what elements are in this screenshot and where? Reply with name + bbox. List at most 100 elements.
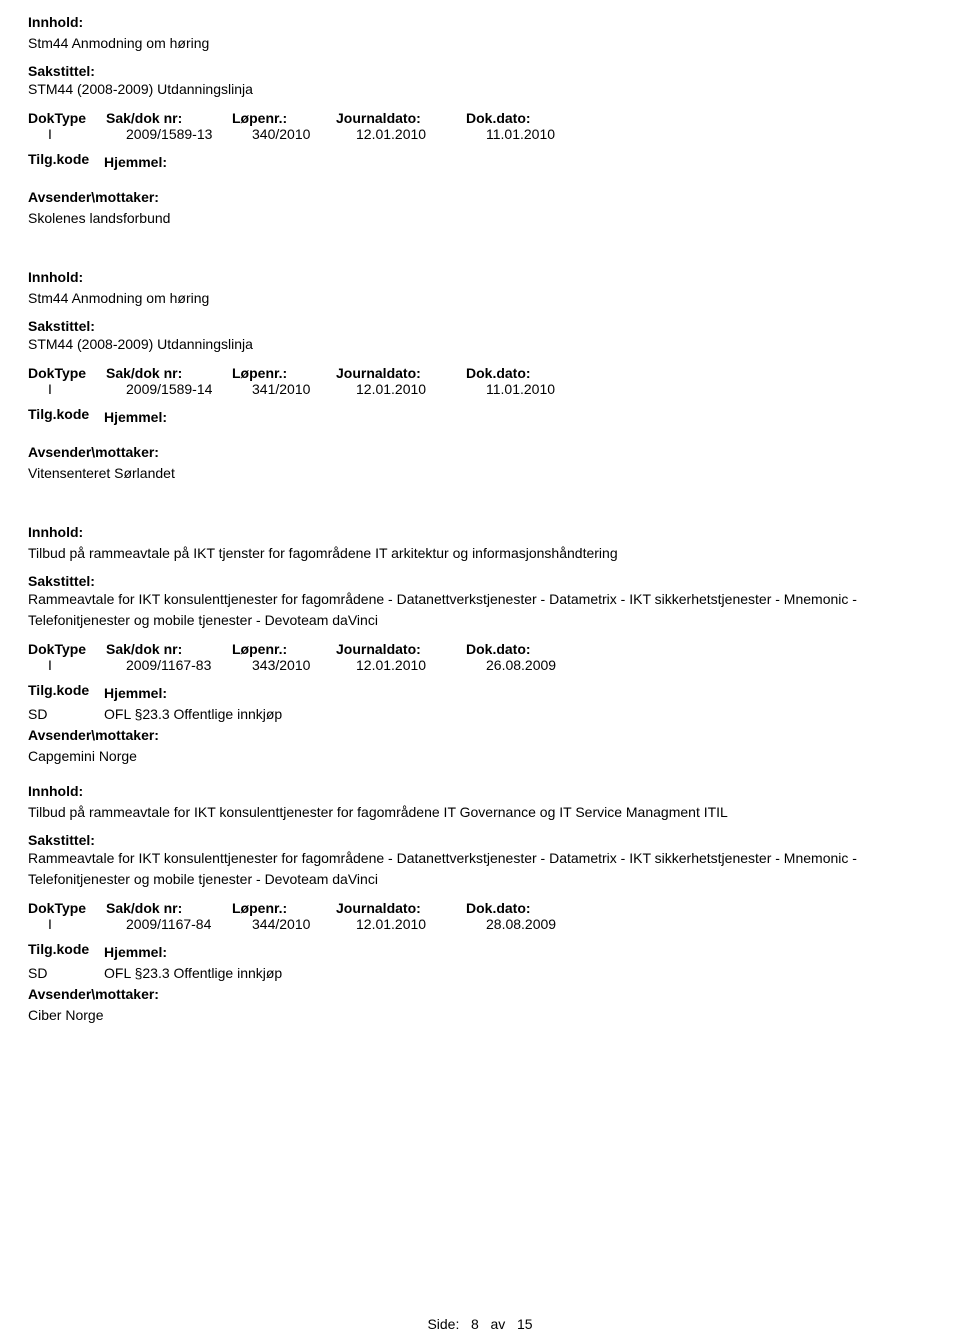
value-row: I 2009/1167-83 343/2010 12.01.2010 26.08…: [28, 657, 932, 673]
journal-record: Innhold: Stm44 Anmodning om høring Sakst…: [28, 12, 932, 229]
lopenr-value: 341/2010: [252, 381, 356, 397]
saknr-header: Sak/dok nr:: [106, 641, 232, 657]
saknr-header: Sak/dok nr:: [106, 365, 232, 381]
journaldato-value: 12.01.2010: [356, 657, 486, 673]
dokdato-header: Dok.dato:: [466, 900, 586, 916]
sakstittel-label: Sakstittel:: [28, 833, 932, 848]
lopenr-value: 343/2010: [252, 657, 356, 673]
dokdato-value: 11.01.2010: [486, 126, 606, 142]
innhold-label: Innhold:: [28, 12, 932, 33]
journal-record: Innhold: Tilbud på rammeavtale på IKT tj…: [28, 512, 932, 767]
doktype-header: DokType: [28, 641, 106, 657]
lopenr-value: 340/2010: [252, 126, 356, 142]
innhold-value: Stm44 Anmodning om høring: [28, 33, 932, 54]
hjemmel-label: Hjemmel:: [104, 942, 167, 963]
footer-page: 8: [471, 1316, 479, 1332]
dokdato-header: Dok.dato:: [466, 641, 586, 657]
journaldato-header: Journaldato:: [336, 900, 466, 916]
journaldato-header: Journaldato:: [336, 641, 466, 657]
saknr-header: Sak/dok nr:: [106, 110, 232, 126]
header-row: DokType Sak/dok nr: Løpenr.: Journaldato…: [28, 641, 932, 657]
journal-record: Innhold: Tilbud på rammeavtale for IKT k…: [28, 781, 932, 1026]
tilgkode-row: Tilg.kode Hjemmel:: [28, 942, 932, 963]
saknr-value: 2009/1589-13: [126, 126, 252, 142]
tilgkode-label: Tilg.kode: [28, 407, 104, 422]
lopenr-value: 344/2010: [252, 916, 356, 932]
tilgkode-row: Tilg.kode Hjemmel:: [28, 152, 932, 173]
dokdato-header: Dok.dato:: [466, 110, 586, 126]
avsender-value: Vitensenteret Sørlandet: [28, 463, 932, 484]
doktype-value: I: [28, 916, 126, 932]
footer-total: 15: [517, 1316, 533, 1332]
innhold-value: Tilbud på rammeavtale for IKT konsulentt…: [28, 802, 932, 823]
value-row: I 2009/1589-14 341/2010 12.01.2010 11.01…: [28, 381, 932, 397]
journaldato-header: Journaldato:: [336, 365, 466, 381]
lopenr-header: Løpenr.:: [232, 365, 336, 381]
header-row: DokType Sak/dok nr: Løpenr.: Journaldato…: [28, 365, 932, 381]
innhold-label: Innhold:: [28, 781, 932, 802]
dokdato-value: 11.01.2010: [486, 381, 606, 397]
footer-prefix: Side:: [427, 1316, 459, 1332]
sakstittel-value: Rammeavtale for IKT konsulenttjenester f…: [28, 589, 932, 631]
value-row: I 2009/1589-13 340/2010 12.01.2010 11.01…: [28, 126, 932, 142]
dokdato-header: Dok.dato:: [466, 365, 586, 381]
hjemmel-value: OFL §23.3 Offentlige innkjøp: [104, 704, 282, 725]
innhold-label: Innhold:: [28, 267, 932, 288]
lopenr-header: Løpenr.:: [232, 110, 336, 126]
saknr-header: Sak/dok nr:: [106, 900, 232, 916]
avsender-value: Capgemini Norge: [28, 746, 932, 767]
tilgkode-value-row: SD OFL §23.3 Offentlige innkjøp: [28, 704, 932, 725]
avsender-label: Avsender\mottaker:: [28, 187, 932, 208]
hjemmel-label: Hjemmel:: [104, 683, 167, 704]
hjemmel-label: Hjemmel:: [104, 152, 167, 173]
sakstittel-label: Sakstittel:: [28, 319, 932, 334]
header-row: DokType Sak/dok nr: Løpenr.: Journaldato…: [28, 900, 932, 916]
sakstittel-value: STM44 (2008-2009) Utdanningslinja: [28, 79, 932, 100]
journaldato-value: 12.01.2010: [356, 126, 486, 142]
avsender-value: Skolenes landsforbund: [28, 208, 932, 229]
tilgkode-row: Tilg.kode Hjemmel:: [28, 407, 932, 428]
journaldato-header: Journaldato:: [336, 110, 466, 126]
saknr-value: 2009/1167-83: [126, 657, 252, 673]
lopenr-header: Løpenr.:: [232, 641, 336, 657]
lopenr-header: Løpenr.:: [232, 900, 336, 916]
tilgkode-label: Tilg.kode: [28, 942, 104, 957]
journaldato-value: 12.01.2010: [356, 916, 486, 932]
footer-sep: av: [491, 1316, 506, 1332]
tilgkode-value: SD: [28, 704, 104, 725]
hjemmel-label: Hjemmel:: [104, 407, 167, 428]
tilgkode-value: SD: [28, 963, 104, 984]
tilgkode-label: Tilg.kode: [28, 152, 104, 167]
header-row: DokType Sak/dok nr: Løpenr.: Journaldato…: [28, 110, 932, 126]
innhold-label: Innhold:: [28, 522, 932, 543]
avsender-label: Avsender\mottaker:: [28, 442, 932, 463]
doktype-value: I: [28, 126, 126, 142]
innhold-value: Stm44 Anmodning om høring: [28, 288, 932, 309]
saknr-value: 2009/1167-84: [126, 916, 252, 932]
tilgkode-value-row: SD OFL §23.3 Offentlige innkjøp: [28, 963, 932, 984]
doktype-header: DokType: [28, 110, 106, 126]
dokdato-value: 28.08.2009: [486, 916, 606, 932]
value-row: I 2009/1167-84 344/2010 12.01.2010 28.08…: [28, 916, 932, 932]
journaldato-value: 12.01.2010: [356, 381, 486, 397]
page-footer: Side: 8 av 15: [0, 1316, 960, 1332]
sakstittel-label: Sakstittel:: [28, 64, 932, 79]
sakstittel-value: STM44 (2008-2009) Utdanningslinja: [28, 334, 932, 355]
saknr-value: 2009/1589-14: [126, 381, 252, 397]
sakstittel-label: Sakstittel:: [28, 574, 932, 589]
tilgkode-label: Tilg.kode: [28, 683, 104, 698]
doktype-header: DokType: [28, 365, 106, 381]
doktype-header: DokType: [28, 900, 106, 916]
tilgkode-row: Tilg.kode Hjemmel:: [28, 683, 932, 704]
hjemmel-value: OFL §23.3 Offentlige innkjøp: [104, 963, 282, 984]
dokdato-value: 26.08.2009: [486, 657, 606, 673]
innhold-value: Tilbud på rammeavtale på IKT tjenster fo…: [28, 543, 932, 564]
journal-record: Innhold: Stm44 Anmodning om høring Sakst…: [28, 257, 932, 484]
avsender-value: Ciber Norge: [28, 1005, 932, 1026]
avsender-label: Avsender\mottaker:: [28, 984, 932, 1005]
avsender-label: Avsender\mottaker:: [28, 725, 932, 746]
doktype-value: I: [28, 381, 126, 397]
doktype-value: I: [28, 657, 126, 673]
page: Innhold: Stm44 Anmodning om høring Sakst…: [0, 0, 960, 1334]
sakstittel-value: Rammeavtale for IKT konsulenttjenester f…: [28, 848, 932, 890]
